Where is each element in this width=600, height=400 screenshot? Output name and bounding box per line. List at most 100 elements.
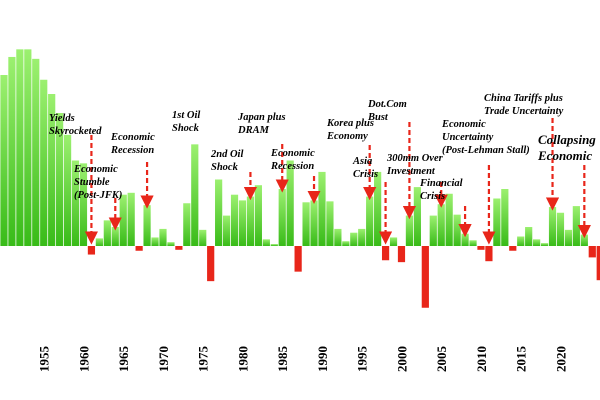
bar-2023 xyxy=(580,234,588,246)
bar-1991 xyxy=(326,201,334,246)
annotation-line: Japan plus xyxy=(237,112,286,123)
bar-1977 xyxy=(215,179,223,246)
bar-1993 xyxy=(342,241,350,246)
bar-2011 xyxy=(485,246,493,262)
bar-1956 xyxy=(48,94,56,246)
bar-2021 xyxy=(564,229,573,246)
annotation-label: Economic Stumble (Post-JFK) xyxy=(73,164,122,201)
annotation-label: China Tariffs plus Trade Uncertainty xyxy=(484,93,564,117)
bar-1992 xyxy=(334,228,342,246)
annotation-label: Dot.Com Bust xyxy=(367,99,407,123)
bar-1950 xyxy=(0,75,8,246)
bar-1959 xyxy=(71,160,80,246)
bar-2010 xyxy=(477,246,485,250)
x-axis-ticks: 1955 1960 1965 1970 1975 1980 1985 1990 1995 2000… xyxy=(37,346,569,373)
bar-1958 xyxy=(63,134,72,246)
annotation-line: 1st Oil xyxy=(172,110,200,121)
annotation-1981: 2nd Oil Shock xyxy=(210,149,258,201)
bar-1980 xyxy=(238,200,247,246)
bar-1974 xyxy=(191,144,199,246)
annotation-label: 300mm Over Investment xyxy=(386,153,444,177)
annotation-line: Economic xyxy=(537,148,592,163)
x-tick-label: 1970 xyxy=(156,346,171,372)
annotation-line: Korea plus xyxy=(326,118,374,129)
annotation-2019: China Tariffs plus Trade Uncertainty xyxy=(484,93,564,211)
bar-2013 xyxy=(501,189,509,246)
bar-1985 xyxy=(278,189,286,246)
bar-1984 xyxy=(270,244,278,246)
bar-1994 xyxy=(350,232,358,246)
x-tick-label: 1990 xyxy=(315,346,330,372)
x-tick-label: 2005 xyxy=(434,346,449,373)
bar-2002 xyxy=(413,187,421,246)
bar-2025 xyxy=(596,246,600,281)
annotation-label: 1st Oil Shock xyxy=(172,110,200,134)
bar-1995 xyxy=(358,228,366,246)
annotation-line: Trade Uncertainty xyxy=(484,106,564,117)
bar-2004 xyxy=(429,215,437,246)
annotation-line: Crisis xyxy=(420,191,445,202)
bar-2020 xyxy=(556,212,565,246)
bar-2000 xyxy=(397,246,406,263)
bar-1960 xyxy=(79,163,88,246)
x-tick-label: 2000 xyxy=(394,346,409,372)
bar-1987 xyxy=(294,246,302,272)
bar-2009 xyxy=(469,240,477,246)
bar-1970 xyxy=(159,228,167,246)
annotation-1989: Economic Recession xyxy=(270,148,321,204)
bar-1997 xyxy=(374,171,382,246)
annotation-label: Japan plus DRAM xyxy=(237,112,286,136)
bar-1964 xyxy=(111,227,119,246)
bar-2022 xyxy=(572,206,580,246)
bar-1955 xyxy=(40,79,48,246)
x-tick-label: 1965 xyxy=(116,346,131,373)
annotation-label: Economic Uncertainty (Post-Lehman Stall) xyxy=(441,119,530,156)
bar-2015 xyxy=(517,236,525,246)
annotation-line: DRAM xyxy=(237,125,270,136)
bar-2018 xyxy=(540,243,549,246)
bar-1976 xyxy=(207,246,215,282)
annotation-line: Crisis xyxy=(353,169,378,180)
annotation-label: Economic Recession xyxy=(110,132,155,156)
annotation-line: Economic xyxy=(110,132,155,143)
bar-1975 xyxy=(199,229,207,246)
bar-2001 xyxy=(405,215,414,246)
bar-1983 xyxy=(262,239,270,246)
bar-2014 xyxy=(509,246,517,251)
annotation-label: 2nd Oil Shock xyxy=(210,149,243,173)
bar-1963 xyxy=(103,220,111,246)
annotation-label: Financial Crisis xyxy=(419,178,463,202)
annotation-1961: Yields Skyrocketed xyxy=(49,113,102,245)
bar-2006 xyxy=(445,193,453,246)
bar-1962 xyxy=(95,238,103,246)
annotation-1964: Economic Stumble (Post-JFK) xyxy=(73,164,122,231)
annotation-label: Yields Skyrocketed xyxy=(49,113,102,137)
annotation-1974: 1st Oil Shock xyxy=(172,110,200,134)
annotation-line: Shock xyxy=(211,162,239,173)
bar-1996 xyxy=(366,196,374,246)
bar-2005 xyxy=(437,204,445,246)
annotation-line: Stumble xyxy=(74,177,110,188)
bar-1986 xyxy=(286,160,294,246)
annotation-2005: 300mm Over Investment xyxy=(386,153,448,208)
bar-2019 xyxy=(548,207,557,246)
annotation-line: Recession xyxy=(110,145,154,156)
bar-1952 xyxy=(16,49,24,246)
bar-1990 xyxy=(318,171,326,246)
annotation-line: Skyrocketed xyxy=(49,126,102,137)
annotation-label: Economic Recession xyxy=(270,148,315,172)
x-tick-label: 1980 xyxy=(235,346,250,372)
bar-1973 xyxy=(183,203,191,246)
annotation-2011: Economic Uncertainty (Post-Lehman Stall) xyxy=(441,119,530,245)
annotation-line: Uncertainty xyxy=(442,132,494,143)
bar-1978 xyxy=(222,215,231,246)
annotation-line: China Tariffs plus xyxy=(484,93,563,104)
annotation-line: Economic xyxy=(441,119,486,130)
annotation-line: (Post-JFK) xyxy=(74,190,122,201)
annotation-line: 300mm Over xyxy=(386,153,444,164)
x-tick-label: 1960 xyxy=(76,346,91,372)
bar-1988 xyxy=(302,202,310,246)
bar-2008 xyxy=(461,233,469,246)
x-tick-label: 2020 xyxy=(553,346,568,372)
x-tick-label: 1995 xyxy=(355,346,370,373)
